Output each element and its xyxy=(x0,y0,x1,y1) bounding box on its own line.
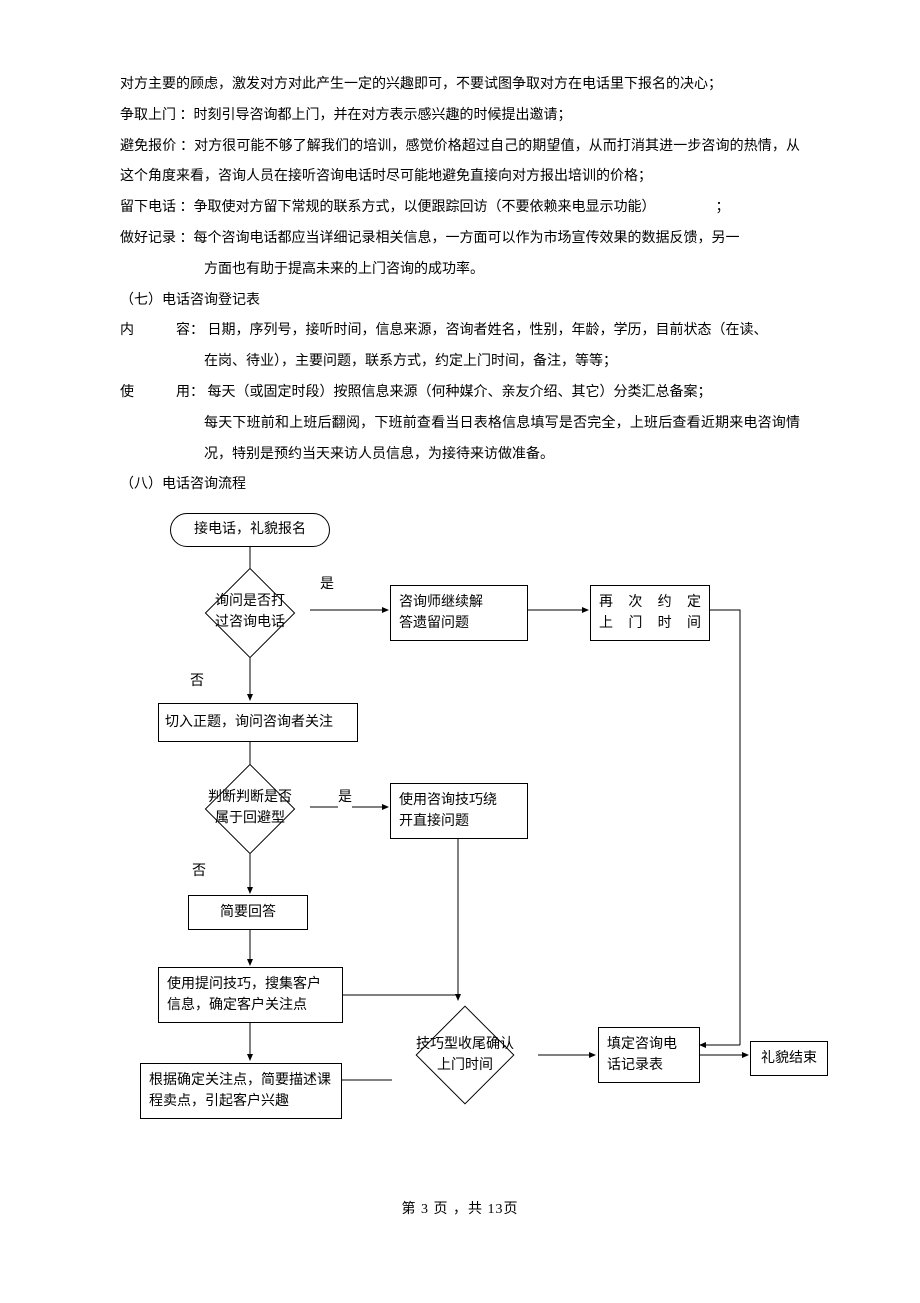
d1-line1: 询问是否打 xyxy=(215,594,285,609)
flow-box-reappoint: 再 次 约 定 上门时间 xyxy=(590,585,710,641)
paragraph-record-cont: 方面也有助于提高未来的上门咨询的成功率。 xyxy=(120,255,800,286)
content-row-cont: 在岗、待业），主要问题，联系方式，约定上门时间，备注，等等； xyxy=(120,347,800,378)
line: 咨询师继续解 xyxy=(399,595,483,610)
d2-line2: 属于回避型 xyxy=(215,811,285,826)
line: 根据确定关注点，简要描述课 xyxy=(149,1073,331,1088)
page-footer: 第 3 页 ，共 13页 xyxy=(120,1195,800,1226)
line: 程卖点，引起客户兴趣 xyxy=(149,1094,289,1109)
line: 答遗留问题 xyxy=(399,616,469,631)
use-row-cont: 每天下班前和上班后翻阅，下班前查看当日表格信息填写是否完全，上班后查看近期来电咨… xyxy=(120,409,800,471)
flow-decision-3: 技巧型收尾确认 上门时间 xyxy=(390,1010,540,1100)
line: 话记录表 xyxy=(607,1058,663,1073)
d2-line1: 判断判断是否 xyxy=(208,790,292,805)
line: 上门时间 xyxy=(599,616,701,631)
section-8-heading: （八）电话咨询流程 xyxy=(120,470,800,501)
flow-decision-2: 判断判断是否 属于回避型 xyxy=(190,773,310,845)
line: 再 次 约 定 xyxy=(599,595,701,610)
label: 留下电话 ： xyxy=(120,200,194,215)
label: 做好记录 ： xyxy=(120,231,194,246)
label-part2: 用： xyxy=(148,378,204,409)
paragraph-price: 避免报价 ：对方很可能不够了解我们的培训，感觉价格超过自己的期望值，从而打消其进… xyxy=(120,132,800,194)
flow-start: 接电话，礼貌报名 xyxy=(170,513,330,547)
label-part1: 内 xyxy=(120,316,148,347)
flow-box-record: 填定咨询电 话记录表 xyxy=(598,1027,700,1083)
flow-box-selling: 根据确定关注点，简要描述课 程卖点，引起客户兴趣 xyxy=(140,1063,342,1119)
line: 填定咨询电 xyxy=(607,1037,677,1052)
document-page: 对方主要的顾虑，激发对方对此产生一定的兴趣即可，不要试图争取对方在电话里下报名的… xyxy=(0,0,920,1266)
paragraph: 对方主要的顾虑，激发对方对此产生一定的兴趣即可，不要试图争取对方在电话里下报名的… xyxy=(120,70,800,101)
flow-box-topic: 切入正题，询问咨询者关注 xyxy=(158,703,358,742)
line: 信息，确定客户关注点 xyxy=(167,998,307,1013)
text: 每天（或固定时段）按照信息来源（何种媒介、亲友介绍、其它）分类汇总备案； xyxy=(208,385,712,400)
use-row: 使用： 每天（或固定时段）按照信息来源（何种媒介、亲友介绍、其它）分类汇总备案； xyxy=(120,378,800,409)
d3-line2: 上门时间 xyxy=(437,1058,493,1073)
paragraph-record: 做好记录 ：每个咨询电话都应当详细记录相关信息，一方面可以作为市场宣传效果的数据… xyxy=(120,224,800,255)
tail: ； xyxy=(716,200,730,215)
label: 争取上门 ： xyxy=(120,108,194,123)
label-part2: 容： xyxy=(148,316,204,347)
label: 避免报价 ： xyxy=(120,139,194,154)
text: 对方很可能不够了解我们的培训，感觉价格超过自己的期望值，从而打消其进一步咨询的热… xyxy=(120,139,800,185)
d1-line2: 过咨询电话 xyxy=(215,615,285,630)
line: 使用提问技巧，搜集客户 xyxy=(167,977,321,992)
flow-box-brief: 简要回答 xyxy=(188,895,308,930)
paragraph-visit: 争取上门 ：时刻引导咨询都上门，并在对方表示感兴趣的时候提出邀请； xyxy=(120,101,800,132)
flow-box-avoid: 使用咨询技巧绕 开直接问题 xyxy=(390,783,528,839)
d3-line1: 技巧型收尾确认 xyxy=(416,1037,514,1052)
text: 争取使对方留下常规的联系方式，以便跟踪回访（不要依赖来电显示功能） xyxy=(194,200,656,215)
label-no-1: 否 xyxy=(190,667,204,698)
content-row: 内容： 日期，序列号，接听时间，信息来源，咨询者姓名，性别，年龄，学历，目前状态… xyxy=(120,316,800,347)
flow-box-continue: 咨询师继续解 答遗留问题 xyxy=(390,585,528,641)
section-7-heading: （七）电话咨询登记表 xyxy=(120,286,800,317)
line: 使用咨询技巧绕 xyxy=(399,793,497,808)
text: 时刻引导咨询都上门，并在对方表示感兴趣的时候提出邀请； xyxy=(194,108,572,123)
label-yes-2: 是 xyxy=(338,783,352,814)
flow-box-collect: 使用提问技巧，搜集客户 信息，确定客户关注点 xyxy=(158,967,343,1023)
flow-decision-1: 询问是否打 过咨询电话 xyxy=(198,577,302,649)
label-yes-1: 是 xyxy=(320,570,334,601)
flowchart: 接电话，礼貌报名 询问是否打 过咨询电话 是 否 咨询师继续解 答遗留问题 再 … xyxy=(130,505,830,1165)
text: 每个咨询电话都应当详细记录相关信息，一方面可以作为市场宣传效果的数据反馈，另一 xyxy=(194,231,740,246)
text: 日期，序列号，接听时间，信息来源，咨询者姓名，性别，年龄，学历，目前状态（在读、 xyxy=(208,323,768,338)
label-part1: 使 xyxy=(120,378,148,409)
line: 开直接问题 xyxy=(399,814,469,829)
flow-end: 礼貌结束 xyxy=(750,1041,828,1076)
label-no-2: 否 xyxy=(192,857,206,888)
paragraph-phone: 留下电话 ：争取使对方留下常规的联系方式，以便跟踪回访（不要依赖来电显示功能） ； xyxy=(120,193,800,224)
